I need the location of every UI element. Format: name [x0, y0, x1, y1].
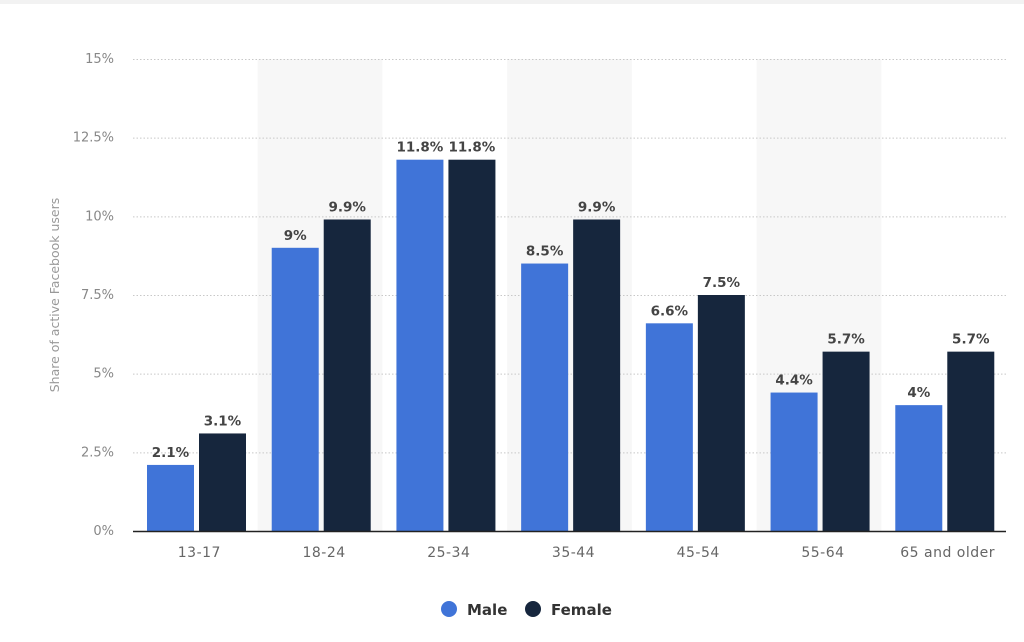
data-label: 11.8%	[449, 140, 496, 156]
y-tick-label: 10%	[85, 209, 114, 224]
legend-item-male[interactable]: Male	[441, 601, 507, 619]
legend-label: Male	[467, 601, 507, 619]
legend-marker	[525, 601, 541, 617]
x-tick-label: 55-64	[801, 545, 844, 561]
x-tick-label: 35-44	[552, 545, 595, 561]
x-tick-label: 65 and older	[900, 545, 995, 561]
bar-male[interactable]	[396, 159, 444, 531]
bar-male[interactable]	[521, 263, 569, 531]
y-tick-label: 7.5%	[81, 288, 114, 303]
data-label: 6.6%	[651, 303, 689, 319]
bar-female[interactable]	[697, 295, 745, 531]
data-label: 4%	[907, 385, 930, 401]
y-tick-label: 5%	[93, 367, 114, 382]
legend-marker	[441, 601, 457, 617]
bar-female[interactable]	[199, 433, 246, 531]
data-label: 9.9%	[578, 199, 616, 215]
data-label: 7.5%	[703, 275, 741, 291]
y-axis-label: Share of active Facebook users	[47, 198, 62, 393]
bar-male[interactable]	[770, 392, 818, 531]
data-label: 9%	[284, 228, 307, 244]
x-tick-label: 45-54	[677, 545, 720, 561]
data-label: 2.1%	[152, 445, 190, 461]
x-tick-label: 18-24	[302, 545, 345, 561]
data-label: 8.5%	[526, 244, 564, 260]
y-tick-label: 15%	[85, 52, 114, 67]
top-strip	[0, 0, 1024, 4]
data-label: 9.9%	[328, 199, 366, 215]
bar-female[interactable]	[822, 351, 870, 531]
bar-female[interactable]	[448, 159, 496, 531]
bar-male[interactable]	[895, 405, 943, 531]
y-tick-label: 12.5%	[73, 131, 114, 146]
data-label: 5.7%	[827, 332, 865, 348]
bar-male[interactable]	[147, 464, 194, 531]
data-label: 4.4%	[775, 373, 813, 389]
bar-male[interactable]	[271, 247, 319, 532]
y-tick-label: 0%	[93, 524, 114, 539]
y-tick-label: 2.5%	[81, 445, 114, 460]
bar-female[interactable]	[323, 219, 371, 532]
bar-female[interactable]	[947, 351, 995, 531]
x-tick-label: 13-17	[178, 545, 221, 561]
x-tick-label: 25-34	[427, 545, 470, 561]
bar-female[interactable]	[573, 219, 621, 532]
data-label: 5.7%	[952, 332, 990, 348]
legend-label: Female	[551, 601, 612, 619]
data-label: 3.1%	[204, 413, 242, 429]
legend-item-female[interactable]: Female	[525, 601, 612, 619]
data-label: 11.8%	[397, 140, 444, 156]
bar-male[interactable]	[645, 323, 693, 531]
